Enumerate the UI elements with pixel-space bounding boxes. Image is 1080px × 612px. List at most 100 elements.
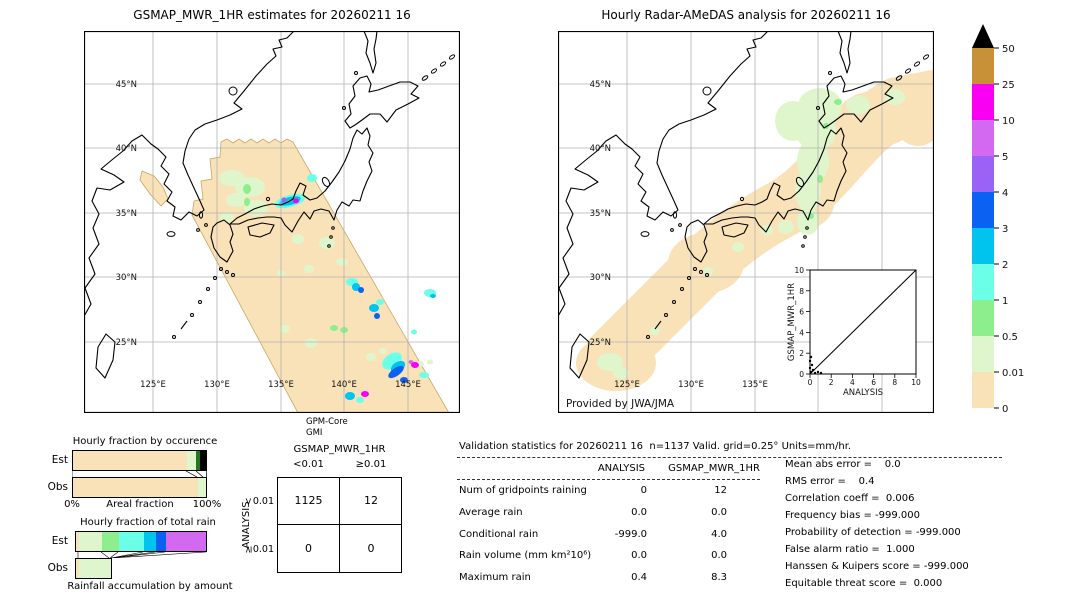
totalrain-connectors <box>77 552 207 558</box>
totalrain-obs-label: Obs <box>47 562 68 574</box>
colorbar-tick: 0 <box>1002 404 1008 415</box>
score-line: RMS error = 0.4 <box>785 476 875 487</box>
occurrence-x-max: 100% <box>192 499 222 510</box>
contingency-row2-num: 0.01 <box>252 544 274 555</box>
stats-row-gsmap: 0.0 <box>711 550 727 561</box>
colorbar-tick: 3 <box>1002 224 1008 235</box>
inset-y-axis-label: GSMAP_MWR_1HR <box>787 283 797 361</box>
sensor-caption-line1: GPM-Core <box>306 417 348 427</box>
colorbar-tick-labels: 50 25 10 5 4 3 2 1 0.5 0.01 0 <box>1002 44 1024 415</box>
stats-row-gsmap: 8.3 <box>711 572 727 583</box>
lat-label: 40°N <box>116 144 137 154</box>
stats-row-analysis: -999.0 <box>614 529 647 540</box>
contingency-cell-22: 0 <box>367 542 375 555</box>
contingency-row2-label: ≥0.01 <box>240 544 274 555</box>
left-map: 45°N 40°N 35°N 30°N 25°N 125°E 130°E 135… <box>84 31 460 413</box>
colorbar-tick: 1 <box>1002 296 1008 307</box>
occurrence-est-bar <box>72 450 207 471</box>
lon-label: 135°E <box>268 380 294 390</box>
lat-label: 45°N <box>116 80 137 90</box>
stats-row-label: Maximum rain <box>459 572 531 583</box>
contingency-row1-label: <0.01 <box>240 496 274 507</box>
score-line: Hanssen & Kuipers score = -999.000 <box>785 561 969 572</box>
colorbar-segments <box>972 48 994 408</box>
right-precip-cells <box>597 88 905 379</box>
inset-y-tick: 6 <box>799 308 804 317</box>
stats-row-gsmap: 12 <box>714 485 727 496</box>
occurrence-obs-label: Obs <box>47 481 68 493</box>
colorbar-tick: 4 <box>1002 188 1008 199</box>
inset-points <box>808 355 823 375</box>
inset-y-tick: 10 <box>794 266 804 275</box>
contingency-title: GSMAP_MWR_1HR <box>293 444 386 455</box>
score-line: Equitable threat score = 0.000 <box>785 578 943 589</box>
totalrain-obs-bar <box>75 558 112 579</box>
lon-label: 130°E <box>204 380 230 390</box>
stats-row-analysis: 0.0 <box>631 550 647 561</box>
left-map-graticule <box>84 31 460 413</box>
score-line: Probability of detection = -999.000 <box>785 527 961 538</box>
score-line: Correlation coeff = 0.006 <box>785 493 915 504</box>
inset-scatter: 0 2 4 6 8 10 0 2 4 6 8 10 ANALYSIS GSMAP… <box>787 266 921 398</box>
stats-row-label: Average rain <box>459 507 523 518</box>
inset-x-tick: 8 <box>892 378 897 387</box>
lat-label: 30°N <box>116 273 137 283</box>
lon-label: 125°E <box>140 380 166 390</box>
occurrence-x-label: Areal fraction <box>106 499 174 510</box>
lat-label: 30°N <box>590 273 611 283</box>
stats-col1-header: ANALYSIS <box>597 463 645 474</box>
colorbar-tick: 50 <box>1002 44 1015 55</box>
inset-y-tick: 4 <box>799 328 804 337</box>
left-map-title: GSMAP_MWR_1HR estimates for 20260211 16 <box>133 8 411 22</box>
colorbar-tick: 5 <box>1002 152 1008 163</box>
right-map-labels: 45°N 40°N 35°N 30°N 25°N 125°E 130°E 135… <box>590 80 768 390</box>
totalrain-est-bar <box>75 531 207 552</box>
lon-label: 130°E <box>678 380 704 390</box>
lat-label: 35°N <box>116 209 137 219</box>
sensor-caption: GPM-Core GMI <box>306 417 348 439</box>
stats-divider-header <box>457 479 760 480</box>
colorbar: 50 25 10 5 4 3 2 1 0.5 0.01 0 <box>972 24 1024 415</box>
colorbar-tick: 25 <box>1002 80 1015 91</box>
right-map-graticule <box>558 31 934 413</box>
totalrain-est-label: Est <box>51 535 68 547</box>
inset-x-tick: 6 <box>871 378 876 387</box>
contingency-row-axis-label: ANALYSIS <box>241 501 252 549</box>
contingency-row2-op: ≥ <box>243 545 255 554</box>
score-line: False alarm ratio = 1.000 <box>785 544 915 555</box>
stats-row-label: Num of gridpoints raining <box>459 485 587 496</box>
score-line: Frequency bias = -999.000 <box>785 510 920 521</box>
lon-label: 145°E <box>395 380 421 390</box>
totalrain-chart-title: Hourly fraction of total rain <box>80 517 216 528</box>
inset-x-tick: 0 <box>808 378 813 387</box>
stats-row-gsmap: 4.0 <box>711 529 727 540</box>
inset-x-tick: 2 <box>829 378 834 387</box>
left-map-frame <box>84 31 460 413</box>
colorbar-tick: 0.01 <box>1002 368 1024 379</box>
occurrence-chart-title: Hourly fraction by occurence <box>72 436 218 447</box>
colorbar-tick: 2 <box>1002 260 1008 271</box>
colorbar-tick: 0.5 <box>1002 332 1018 343</box>
score-line: Mean abs error = 0.0 <box>785 459 901 470</box>
credit-text: Provided by JWA/JMA <box>566 398 675 410</box>
left-map-labels: 45°N 40°N 35°N 30°N 25°N 125°E 130°E 135… <box>116 80 421 390</box>
lat-label: 25°N <box>590 338 611 348</box>
lat-label: 40°N <box>590 144 611 154</box>
contingency-row1-num: 0.01 <box>252 496 274 507</box>
colorbar-tick: 10 <box>1002 116 1015 127</box>
contingency-col2-label: ≥0.01 <box>355 459 387 470</box>
stats-title: Validation statistics for 20260211 16 n=… <box>459 441 852 452</box>
inset-y-tick: 8 <box>799 287 804 296</box>
stats-row-gsmap: 0.0 <box>711 507 727 518</box>
colorbar-over-arrow <box>972 24 994 48</box>
contingency-table <box>277 477 402 573</box>
inset-x-axis-label: ANALYSIS <box>843 388 883 398</box>
lat-label: 35°N <box>590 209 611 219</box>
stats-row-analysis: 0.0 <box>631 507 647 518</box>
contingency-cell-11: 1125 <box>294 494 323 507</box>
inset-y-tick: 0 <box>799 370 804 379</box>
lon-label: 135°E <box>742 380 768 390</box>
totalrain-caption: Rainfall accumulation by amount <box>67 581 233 592</box>
inset-y-tick: 2 <box>799 349 804 358</box>
